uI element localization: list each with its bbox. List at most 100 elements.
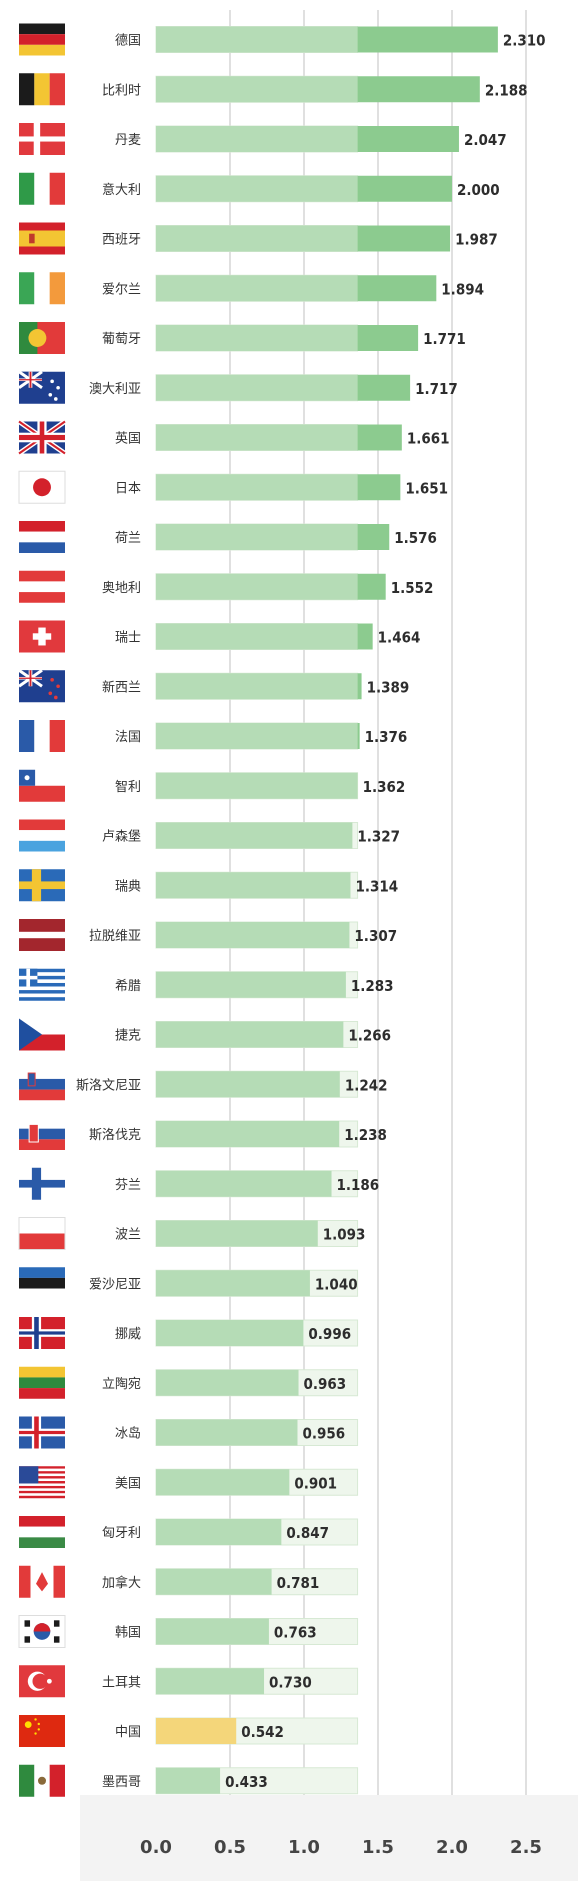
country-label: 美国 — [115, 1476, 141, 1491]
country-label: 韩国 — [115, 1626, 141, 1641]
chart-row: 澳大利亚 1.717 — [18, 370, 458, 404]
chart-row: 西班牙 1.987 — [19, 222, 498, 255]
value-label: 1.389 — [367, 678, 410, 696]
japan-flag-icon — [18, 470, 66, 504]
bar-excess — [357, 673, 362, 700]
bar — [156, 673, 358, 700]
switzerland-flag-icon — [19, 620, 65, 653]
bar — [156, 76, 358, 103]
bar-excess — [357, 723, 360, 749]
bar-excess — [357, 374, 411, 401]
value-label: 1.987 — [455, 231, 498, 249]
chile-flag-icon — [19, 769, 65, 802]
canada-flag-icon — [19, 1565, 65, 1598]
chart-row: 挪威 0.996 — [19, 1317, 359, 1349]
value-label: 1.717 — [415, 380, 458, 398]
belgium-flag-icon — [19, 73, 65, 106]
chart-row: 波兰 1.093 — [18, 1217, 366, 1250]
value-label: 1.327 — [357, 828, 400, 846]
value-label: 0.781 — [277, 1574, 320, 1592]
value-label: 1.238 — [344, 1126, 387, 1144]
value-label: 0.963 — [304, 1375, 347, 1393]
uk-flag-icon — [17, 419, 67, 456]
bar — [156, 325, 358, 351]
bar — [156, 474, 358, 501]
value-label: 0.956 — [302, 1425, 345, 1443]
denmark-flag-icon — [19, 123, 65, 155]
country-label: 德国 — [115, 34, 141, 49]
value-label: 1.661 — [407, 430, 450, 448]
bar-excess — [357, 325, 419, 351]
chart-row: 土耳其 0.730 — [19, 1665, 359, 1698]
bar-excess — [357, 76, 480, 103]
chart-row: 爱尔兰 1.894 — [19, 272, 484, 305]
value-label: 1.464 — [378, 629, 421, 647]
bar — [156, 374, 358, 401]
ireland-flag-icon — [19, 272, 65, 305]
bar-excess — [357, 26, 498, 53]
bar — [156, 922, 350, 948]
chart-row: 中国 0.542 — [19, 1715, 359, 1747]
hungary-flag-icon — [19, 1516, 65, 1548]
value-label: 1.576 — [394, 529, 437, 547]
bar — [156, 1618, 269, 1645]
chart-row: 斯洛伐克 1.238 — [19, 1118, 387, 1150]
chart-row: 芬兰 1.186 — [19, 1167, 379, 1200]
bar — [156, 225, 358, 252]
country-label: 澳大利亚 — [89, 381, 141, 397]
country-label: 爱尔兰 — [102, 282, 141, 297]
estonia-flag-icon — [19, 1267, 65, 1300]
bar — [156, 1419, 298, 1446]
china-flag-icon — [19, 1715, 65, 1747]
bar — [156, 573, 358, 600]
bar — [156, 1568, 272, 1595]
value-label: 0.996 — [308, 1325, 351, 1343]
value-label: 0.901 — [294, 1474, 337, 1492]
chart-row: 丹麦 2.047 — [19, 123, 507, 155]
chart-row: 德国 2.310 — [19, 23, 546, 56]
value-label: 1.552 — [391, 579, 434, 597]
value-label: 1.283 — [351, 977, 394, 995]
sweden-flag-icon — [19, 869, 65, 902]
country-label: 比利时 — [102, 83, 141, 98]
finland-flag-icon — [19, 1167, 65, 1200]
bar — [156, 175, 358, 202]
chart-row: 新西兰 1.389 — [18, 669, 410, 703]
country-label: 拉脱维亚 — [89, 929, 141, 944]
country-label: 墨西哥 — [102, 1775, 141, 1790]
x-tick-label: 1.5 — [362, 1837, 394, 1858]
korea-flag-icon — [18, 1615, 66, 1648]
country-label: 英国 — [115, 432, 141, 447]
chart-row: 斯洛文尼亚 1.242 — [19, 1068, 388, 1101]
turkey-flag-icon — [19, 1665, 65, 1698]
bar-excess — [357, 126, 459, 152]
norway-flag-icon — [19, 1317, 65, 1349]
country-label: 捷克 — [115, 1029, 141, 1044]
value-label: 1.894 — [441, 280, 484, 298]
greece-flag-icon — [19, 968, 65, 1001]
czech-flag-icon — [19, 1018, 65, 1051]
country-label: 爱沙尼亚 — [89, 1277, 141, 1292]
bar — [156, 1469, 290, 1496]
chart-row: 冰岛 0.956 — [19, 1416, 359, 1449]
bar — [156, 1369, 299, 1396]
x-tick-label: 0.5 — [214, 1837, 246, 1858]
country-label: 瑞士 — [115, 631, 141, 646]
usa-flag-icon — [19, 1466, 65, 1499]
slovakia-flag-icon — [19, 1118, 65, 1150]
bar — [156, 1220, 318, 1247]
value-label: 1.376 — [365, 728, 408, 746]
bar-excess — [357, 424, 402, 451]
bar — [156, 772, 358, 799]
germany-flag-icon — [19, 23, 65, 56]
value-label: 1.093 — [323, 1226, 366, 1244]
chart-row: 法国 1.376 — [19, 720, 407, 752]
bar — [156, 623, 358, 650]
bar — [156, 1320, 304, 1346]
chart-row: 匈牙利 0.847 — [19, 1516, 359, 1548]
bar — [156, 1121, 340, 1147]
bar — [156, 1021, 344, 1048]
bar — [156, 26, 358, 53]
bar-excess — [357, 474, 401, 501]
chart-rows: 德国 2.310 比利时 2.188 丹麦 2.047 意大利 2.000 西班牙 1.987 爱尔… — [17, 23, 546, 1797]
